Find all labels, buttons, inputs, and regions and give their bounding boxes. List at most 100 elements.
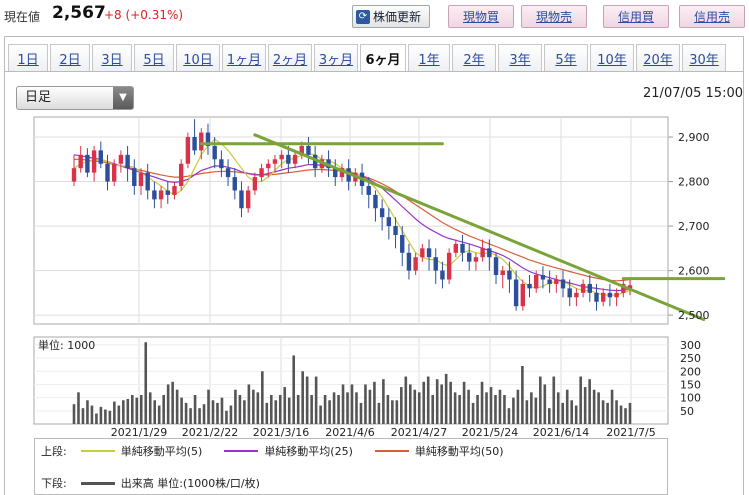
margin-buy-button[interactable]: 信用買 [603,5,669,28]
candle-body [272,159,278,164]
volume-bar [471,402,475,424]
volume-bar [229,405,233,424]
tab-1y[interactable]: 1年 [408,44,450,72]
tab-10d[interactable]: 10日 [176,44,220,72]
chart-legend: 上段: 単純移動平均(5) 単純移動平均(25) 単純移動平均(50) 下段: … [34,438,668,495]
margin-sell-button[interactable]: 信用売 [679,5,745,28]
volume-bar [561,402,565,424]
volume-bar [261,371,264,424]
candle-body [138,172,144,186]
volume-bar [373,381,376,424]
volume-bar [426,376,430,424]
x-tick-label: 2021/3/16 [253,426,309,439]
volume-bar [243,400,246,424]
candle-body [473,257,479,262]
tab-5d[interactable]: 5日 [134,44,174,72]
tab-1d[interactable]: 1日 [8,44,48,72]
candle-body [574,292,579,298]
candle-body [554,279,559,284]
spot-buy-button[interactable]: 現物買 [448,5,514,28]
legend-volume-label: 出来高 単位:(1000株/口/枚) [120,477,260,490]
candle-body [306,145,311,155]
volume-bar [95,413,98,424]
candle-body [219,159,224,169]
volume-bar [292,355,296,424]
chart-datetime: 21/07/05 15:00 [643,86,743,101]
volume-bar [408,384,412,424]
volume-bar [377,402,381,424]
volume-bar [355,392,358,424]
volume-bar [252,389,255,424]
volume-bar [234,389,237,424]
spot-sell-button[interactable]: 現物売 [521,5,587,28]
volume-tick-label: 300 [680,339,701,352]
candle-body [567,288,572,298]
volume-bar [574,405,578,424]
volume-bar [364,384,367,424]
interval-select[interactable]: 日足 ▼ [16,86,134,110]
quote-header: 現在値 2,567 +8 (+0.31%) ⟳ 株価更新 現物買 現物売 信用買… [0,0,749,34]
volume-bar [130,395,134,424]
chart-panel [4,36,744,495]
candle-body [239,190,244,209]
tab-30y[interactable]: 30年 [682,44,726,72]
current-price-label: 現在値 [4,10,41,24]
tab-2y[interactable]: 2年 [452,44,496,72]
candle-body [453,243,459,253]
volume-bar [153,400,157,424]
legend-ma25: 単純移動平均(25) [224,443,353,459]
volume-tick-label: 200 [680,365,701,378]
volume-bar [350,384,354,424]
candle-body [312,154,318,169]
candle-body [487,248,492,258]
candle-body [379,208,385,218]
volume-bar [175,389,179,424]
candle-body [580,283,586,293]
candle-body [607,292,613,298]
candle-body [266,163,271,169]
candle-body [145,172,150,191]
volume-bar [386,395,390,424]
volume-bar [489,387,493,424]
tab-3y[interactable]: 3年 [498,44,542,72]
tab-3d[interactable]: 3日 [92,44,132,72]
candle-body [252,177,258,191]
volume-bar [162,395,165,424]
volume-bar [435,379,439,424]
volume-bar [521,366,524,424]
candle-body [225,168,231,178]
volume-bar [319,405,322,424]
volume-bar [404,376,408,424]
interval-value: 日足 [25,90,52,105]
tab-1m[interactable]: 1ヶ月 [222,44,266,72]
update-price-label: 株価更新 [373,10,422,24]
candle-body [594,292,599,302]
volume-bar [346,392,349,424]
volume-bar [287,397,291,424]
candle-body [105,163,110,182]
volume-bar [516,389,520,424]
candle-body [601,292,606,302]
legend-ma25-swatch [224,450,259,452]
volume-bar [552,376,556,424]
legend-ma50: 単純移動平均(50) [374,443,504,459]
volume-bar [90,405,94,424]
update-price-button[interactable]: ⟳ 株価更新 [352,5,430,28]
candle-body [493,257,499,276]
candle-body [413,257,418,271]
tab-5y[interactable]: 5年 [544,44,588,72]
candle-body [118,154,124,164]
candle-body [393,226,398,235]
candle-body [587,283,593,293]
volume-bar [624,408,627,424]
candle-body [259,168,264,178]
tab-10y[interactable]: 10年 [590,44,634,72]
volume-bar [247,384,251,424]
candle-body [400,234,405,253]
x-tick-label: 2021/2/22 [182,426,238,439]
candle-body [460,243,465,253]
volume-bar [592,389,596,424]
volume-bar [328,400,331,424]
legend-ma50-label: 単純移動平均(50) [414,445,504,458]
volume-bar [148,392,152,424]
